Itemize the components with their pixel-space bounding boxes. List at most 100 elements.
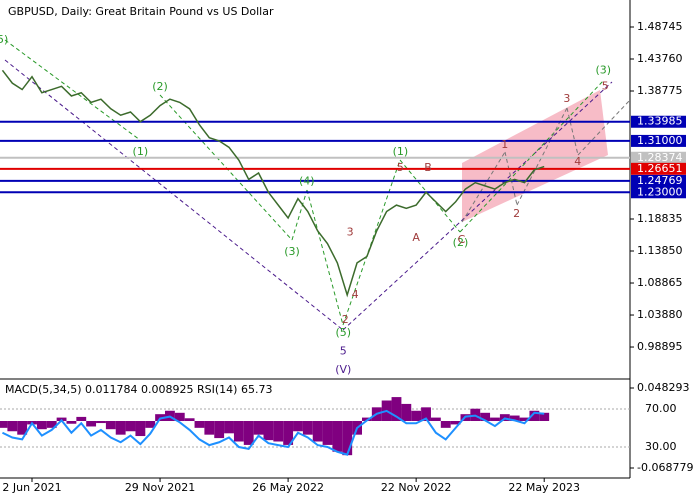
y-tick-label: 1.08865 [637, 276, 683, 289]
level-label: 1.24769 [637, 174, 683, 187]
macd-bar [509, 415, 520, 422]
macd-bar [76, 416, 87, 422]
guide-line [291, 189, 308, 241]
y-tick-label: 1.13850 [637, 244, 683, 257]
macd-bar [401, 403, 412, 422]
wave-label: 5 [397, 161, 404, 174]
macd-bar [480, 412, 491, 422]
level-tag [631, 151, 686, 164]
rsi-line [2, 409, 545, 456]
wave-label: 3 [347, 226, 354, 239]
level-tag [631, 115, 686, 128]
wave-label: (2) [152, 80, 168, 93]
macd-bar [539, 412, 550, 422]
macd-bar [66, 421, 77, 424]
y-tick-label: 1.18835 [637, 212, 683, 225]
guide-line [566, 107, 579, 156]
wave-label: (4) [299, 174, 315, 187]
y-tick-label: 1.38775 [637, 84, 683, 97]
guide-line [504, 151, 518, 206]
wave-label: (5) [0, 33, 8, 46]
macd-bar [86, 421, 97, 427]
x-tick-label: 29 Nov 2021 [125, 481, 195, 494]
x-tick-label: 26 May 2022 [252, 481, 324, 494]
macd-bar [490, 417, 500, 422]
macd-bar [332, 421, 343, 452]
x-tick-label: 22 May 2023 [508, 481, 580, 494]
y-tick-label: 30.00 [645, 440, 677, 453]
macd-bar [174, 412, 185, 422]
guide-line [4, 39, 141, 141]
chart-title: GBPUSD, Daily: Great Britain Pound vs US… [8, 5, 274, 18]
macd-bar [145, 421, 156, 428]
wave-label: 2 [513, 207, 520, 220]
level-label: 1.28374 [637, 151, 683, 164]
wave-label: C [458, 233, 466, 246]
macd-bar [283, 421, 294, 445]
level-label: 1.31000 [637, 134, 683, 147]
macd-bar [322, 421, 333, 445]
trend-channel [462, 90, 608, 222]
macd-bar [115, 421, 126, 435]
guide-line [399, 159, 461, 233]
macd-bar [529, 410, 540, 422]
macd-bar [96, 421, 106, 424]
wave-label: 3 [563, 92, 570, 105]
macd-bar [253, 421, 264, 435]
macd-bar [421, 407, 431, 422]
guide-line [4, 59, 344, 331]
guide-line [342, 81, 613, 331]
macd-bar [125, 421, 136, 432]
macd-bar [273, 421, 284, 442]
x-tick-label: 22 Nov 2022 [381, 481, 451, 494]
macd-bar [519, 417, 530, 422]
wave-label: (3) [596, 63, 612, 76]
macd-bar [312, 421, 323, 442]
y-tick-label: 1.43760 [637, 52, 683, 65]
price-line [1, 69, 545, 298]
macd-bar [0, 421, 8, 428]
y-tick-label: 70.00 [645, 402, 677, 415]
y-tick-label: -0.068779 [637, 461, 693, 474]
macd-bar [243, 421, 254, 445]
level-tag [631, 134, 686, 147]
level-tag [631, 186, 686, 199]
macd-bar [263, 421, 274, 441]
macd-bar [184, 418, 195, 422]
macd-bar [450, 421, 461, 425]
wave-label: (1) [133, 145, 149, 158]
macd-bar [411, 410, 422, 422]
level-tag [631, 162, 686, 175]
wave-label: (2) [453, 236, 469, 249]
guide-line [306, 189, 344, 326]
level-label: 1.33985 [637, 115, 683, 128]
y-tick-label: 1.48745 [637, 20, 683, 33]
macd-bar [36, 421, 47, 430]
wave-label: 5 [340, 344, 347, 357]
wave-label: 5 [602, 79, 609, 92]
macd-bar [194, 421, 205, 428]
macd-bar [293, 421, 303, 432]
macd-bar [7, 421, 18, 432]
wave-label: (1) [393, 145, 409, 158]
macd-bar [302, 421, 313, 435]
y-tick-label: 0.048293 [637, 381, 690, 394]
level-tag [631, 174, 686, 187]
wave-label: A [412, 231, 420, 244]
macd-bar [430, 417, 441, 422]
x-tick-label: 2 Jun 2021 [2, 481, 61, 494]
guide-line [577, 99, 631, 156]
macd-bar [342, 421, 353, 456]
guide-line [159, 94, 293, 241]
macd-bar [233, 421, 244, 442]
macd-bar [17, 421, 28, 435]
macd-bar [135, 421, 146, 437]
y-tick-label: 1.03880 [637, 308, 683, 321]
indicator-label: MACD(5,34,5) 0.011784 0.008925 RSI(14) 6… [5, 383, 272, 396]
macd-bar [105, 421, 116, 430]
wave-label: (5) [335, 326, 351, 339]
level-label: 1.23000 [637, 185, 683, 198]
wave-label: B [424, 161, 432, 174]
